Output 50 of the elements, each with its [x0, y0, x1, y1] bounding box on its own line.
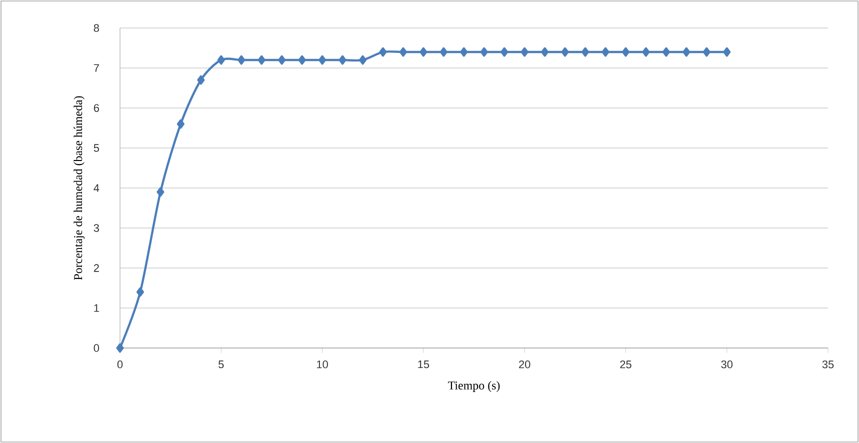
point [278, 55, 286, 65]
point [702, 47, 710, 57]
x-tick-label: 10 [317, 360, 328, 368]
point [217, 55, 225, 65]
point [662, 47, 670, 57]
y-tick-label: 8 [94, 24, 99, 32]
point [520, 47, 528, 57]
y-tick-label: 6 [94, 104, 99, 112]
point [238, 55, 246, 65]
x-tick-label: 20 [519, 360, 530, 368]
y-tick-label: 5 [94, 144, 100, 152]
point [682, 47, 690, 57]
point [258, 55, 266, 65]
point [581, 47, 590, 57]
point [358, 55, 367, 65]
point [723, 47, 731, 57]
point [318, 55, 326, 65]
x-tick-label: 25 [620, 360, 632, 368]
point [116, 343, 124, 353]
point [480, 47, 488, 57]
point [136, 287, 144, 297]
x-tick-label: 15 [418, 360, 430, 368]
x-axis-title: Tiempo (s) [448, 381, 500, 392]
point [642, 47, 650, 57]
x-tick-label: 30 [721, 360, 733, 368]
point [379, 47, 387, 57]
point [500, 47, 508, 57]
point [541, 47, 549, 57]
point [338, 55, 346, 65]
y-tick-label: 4 [94, 184, 100, 192]
y-axis-title: Porcentaje de humedad (base húmeda) [74, 96, 85, 280]
y-tick-label: 0 [94, 344, 100, 352]
point [622, 47, 630, 57]
point [176, 119, 184, 129]
y-tick-label: 3 [94, 224, 99, 232]
y-tick-label: 2 [94, 264, 99, 272]
y-tick-label: 1 [94, 304, 99, 312]
x-tick-label: 5 [218, 360, 224, 368]
y-tick-label: 7 [94, 64, 99, 72]
point [561, 47, 569, 57]
point [298, 55, 306, 65]
point [420, 47, 428, 57]
point [440, 47, 448, 57]
x-tick-label: 35 [822, 360, 834, 368]
point [399, 47, 407, 57]
x-tick-label: 0 [117, 360, 123, 368]
point [156, 187, 164, 197]
point [602, 47, 610, 57]
point [460, 47, 468, 57]
point [197, 75, 205, 85]
